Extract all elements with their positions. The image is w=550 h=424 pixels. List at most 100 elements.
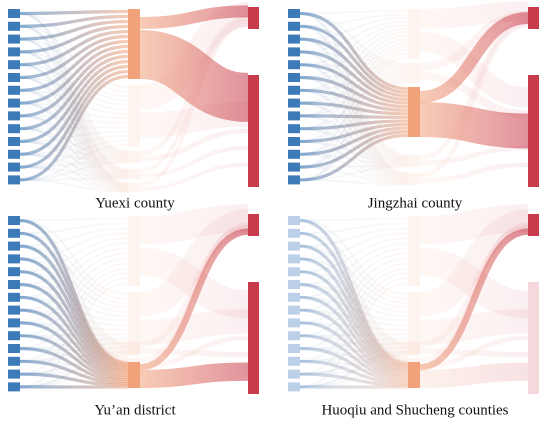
flow — [139, 22, 249, 187]
source-node — [288, 382, 300, 392]
source-node — [288, 356, 300, 366]
source-node — [8, 137, 20, 146]
flow — [19, 242, 129, 286]
middle-node — [408, 362, 420, 388]
source-node — [8, 47, 20, 57]
source-node — [8, 111, 20, 121]
flow — [139, 19, 249, 173]
source-node — [8, 318, 20, 328]
flow — [19, 39, 129, 92]
flow — [19, 252, 129, 312]
caption: Yuexi county — [95, 195, 175, 211]
flow — [419, 348, 529, 358]
source-node — [8, 292, 20, 302]
flow — [299, 133, 409, 182]
flow — [299, 153, 409, 184]
caption: Yu’an district — [94, 402, 176, 418]
flow — [419, 162, 529, 184]
target-node — [248, 7, 259, 29]
source-node — [288, 98, 300, 108]
flow — [299, 227, 409, 248]
flow — [299, 16, 409, 41]
target-node — [248, 282, 259, 394]
sankey-panel — [288, 204, 539, 394]
flow — [19, 69, 129, 169]
source-node — [288, 162, 300, 172]
middle-node — [408, 216, 420, 286]
source-node — [288, 292, 300, 302]
middle-node — [128, 183, 140, 192]
flow — [299, 372, 409, 387]
flow — [299, 252, 409, 312]
flow — [419, 228, 529, 371]
flow — [139, 162, 249, 191]
source-node — [8, 254, 20, 264]
flow — [139, 128, 249, 162]
sankey-panel — [8, 2, 259, 193]
flow — [299, 245, 409, 305]
source-node — [8, 267, 20, 277]
flow — [19, 14, 129, 28]
source-node — [288, 73, 300, 82]
flow — [299, 222, 409, 235]
source-node — [288, 228, 300, 238]
flow — [19, 74, 129, 182]
flow — [299, 247, 409, 299]
flow — [19, 49, 129, 118]
source-node — [8, 21, 20, 31]
flow — [19, 257, 129, 324]
flow — [139, 225, 249, 348]
source-node — [288, 111, 300, 121]
flow — [299, 267, 409, 350]
flow — [299, 130, 409, 169]
source-node — [288, 137, 300, 146]
source-node — [288, 149, 300, 159]
source-node — [8, 280, 20, 289]
middle-node — [408, 292, 420, 354]
source-node — [288, 280, 300, 289]
target-node — [528, 214, 539, 236]
flow — [19, 245, 129, 305]
flow — [19, 277, 129, 376]
source-node — [8, 73, 20, 82]
flow — [299, 45, 409, 143]
flow — [299, 24, 409, 66]
source-node — [8, 382, 20, 392]
middle-node — [128, 169, 140, 179]
middle-node — [128, 151, 140, 163]
source-node — [288, 305, 300, 315]
source-node — [8, 149, 20, 159]
source-node — [288, 369, 300, 379]
source-node — [8, 356, 20, 366]
middle-node — [408, 342, 420, 356]
source-node — [8, 241, 20, 251]
flow — [19, 217, 129, 222]
target-node — [528, 282, 539, 394]
flow — [419, 145, 529, 166]
middle-node — [128, 292, 140, 354]
flow — [299, 31, 409, 92]
flow — [299, 232, 409, 260]
source-node — [288, 344, 300, 353]
target-node — [248, 214, 259, 236]
flow — [419, 22, 529, 178]
flow — [19, 282, 129, 388]
middle-node — [128, 362, 140, 388]
flow — [299, 79, 409, 169]
flow — [299, 282, 409, 388]
flow — [299, 34, 409, 105]
flow — [139, 15, 249, 156]
source-node — [288, 318, 300, 328]
source-node — [288, 124, 300, 134]
flow — [139, 101, 249, 138]
source-node — [288, 60, 300, 70]
flow — [299, 63, 409, 105]
flow — [299, 81, 409, 181]
middle-node — [408, 9, 420, 59]
flow — [299, 166, 409, 185]
source-node — [8, 344, 20, 353]
source-node — [8, 175, 20, 185]
flow — [19, 29, 129, 67]
source-node — [288, 216, 300, 225]
